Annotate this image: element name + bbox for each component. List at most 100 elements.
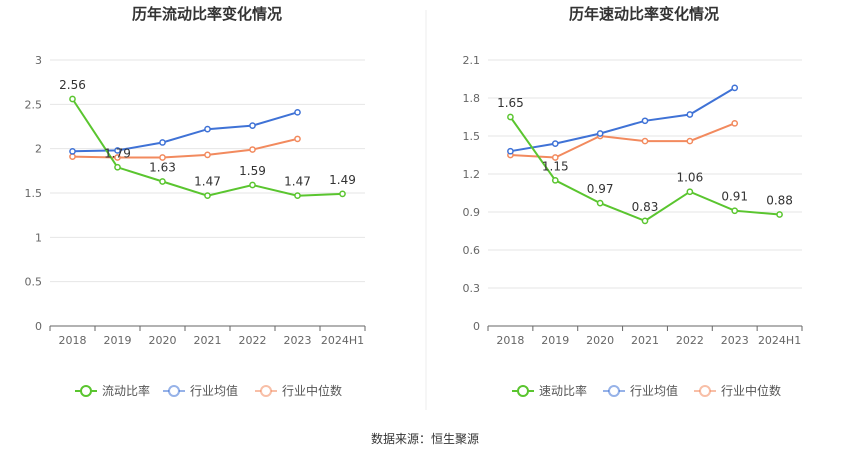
x-tick-label: 2021 (631, 334, 659, 347)
y-tick-label: 1.2 (463, 168, 481, 181)
y-tick-label: 1.8 (463, 92, 481, 105)
x-tick-label: 2021 (194, 334, 222, 347)
data-point (204, 151, 211, 159)
legend-label: 流动比率 (102, 383, 150, 398)
data-label: 1.79 (104, 146, 131, 160)
y-tick-label: 3 (35, 54, 42, 67)
data-point (596, 130, 604, 137)
data-point (69, 153, 76, 160)
x-tick-label: 2020 (586, 334, 614, 347)
x-tick-label: 2024H1 (321, 334, 364, 347)
y-tick-label: 2.5 (25, 98, 43, 111)
series-line (510, 122, 736, 159)
data-point (159, 139, 166, 146)
data-label: 0.83 (632, 200, 659, 214)
legend-item[interactable]: 流动比率 (75, 383, 150, 398)
chart-title: 历年流动比率变化情况 (132, 5, 282, 23)
data-point (114, 163, 121, 171)
data-label: 1.06 (676, 171, 703, 185)
legend-label: 行业中位数 (282, 383, 342, 398)
data-point (339, 190, 346, 198)
x-tick-label: 2019 (541, 334, 569, 347)
data-label: 2.56 (59, 78, 86, 92)
data-label: 1.59 (239, 164, 266, 178)
legend-marker-icon (608, 385, 620, 397)
legend-item[interactable]: 速动比率 (512, 383, 587, 398)
legend-label: 行业中位数 (721, 383, 781, 398)
y-tick-label: 0.5 (25, 276, 43, 289)
x-tick-label: 2023 (284, 334, 312, 347)
legend-label: 行业均值 (630, 383, 678, 398)
y-tick-label: 1.5 (463, 130, 481, 143)
data-point (294, 135, 301, 143)
data-point (551, 176, 559, 184)
data-label: 0.88 (766, 194, 793, 208)
data-point (204, 125, 211, 133)
data-point (114, 147, 121, 154)
legend-marker-icon (260, 385, 272, 397)
y-tick-label: 0.9 (463, 206, 481, 219)
data-point (641, 117, 649, 125)
legend-marker-icon (517, 385, 529, 397)
data-point (507, 147, 514, 155)
data-point (551, 140, 559, 147)
data-label: 1.63 (149, 160, 176, 174)
legend-item[interactable]: 行业中位数 (255, 383, 342, 398)
legend-marker-icon (80, 385, 92, 397)
x-tick-label: 2022 (239, 334, 267, 347)
series-line (510, 87, 736, 153)
data-point (776, 211, 783, 218)
data-point (114, 154, 121, 161)
data-point (686, 111, 694, 118)
x-tick-label: 2019 (104, 334, 132, 347)
data-point (69, 95, 76, 103)
data-point (159, 154, 166, 161)
data-source-label: 数据来源：恒生聚源 (371, 431, 479, 446)
data-label: 1.47 (194, 175, 221, 189)
quick-ratio-chart: 历年速动比率变化情况 0 0.3 0.6 0.9 1.2 1.5 1.8 2.1 2018 2019… (463, 5, 803, 398)
data-point (204, 192, 211, 200)
data-point (69, 147, 76, 155)
legend-item[interactable]: 行业均值 (603, 383, 678, 398)
data-point (294, 192, 301, 200)
data-point (249, 122, 256, 129)
x-tick-label: 2022 (676, 334, 704, 347)
data-point (731, 207, 739, 215)
data-point (731, 119, 739, 127)
y-tick-label: 1.5 (25, 187, 43, 200)
data-label: 1.65 (497, 96, 524, 110)
y-tick-label: 0.3 (463, 282, 481, 295)
data-label: 1.49 (329, 173, 356, 187)
data-point (641, 137, 649, 145)
data-label: 0.91 (721, 190, 748, 204)
series-line (72, 111, 298, 153)
data-point (249, 146, 256, 153)
x-tick-label: 2018 (496, 334, 524, 347)
x-tick-label: 2020 (149, 334, 177, 347)
legend-item[interactable]: 行业中位数 (694, 383, 781, 398)
data-point (686, 188, 694, 196)
current-ratio-chart: 历年流动比率变化情况 0 0.5 1 1.5 2 2.5 3 2018 2019 2020 2021 2… (25, 5, 366, 398)
x-tick-label: 2023 (721, 334, 749, 347)
x-tick-label: 2024H1 (758, 334, 801, 347)
y-tick-label: 0.6 (463, 244, 481, 257)
y-tick-label: 2 (35, 143, 42, 156)
data-label: 0.97 (587, 182, 614, 196)
x-tick-label: 2018 (59, 334, 87, 347)
y-tick-label: 1 (35, 231, 42, 244)
data-label: 1.47 (284, 175, 311, 189)
data-point (294, 108, 301, 116)
data-point (551, 154, 559, 161)
data-point (596, 199, 604, 207)
legend-marker-icon (168, 385, 180, 397)
data-point (507, 113, 514, 121)
legend-marker-icon (699, 385, 711, 397)
legend-item[interactable]: 行业均值 (163, 383, 238, 398)
legend-label: 速动比率 (539, 383, 587, 398)
y-tick-label: 2.1 (463, 54, 481, 67)
data-point (249, 181, 256, 189)
data-point (641, 217, 649, 225)
data-label: 1.15 (542, 159, 569, 173)
